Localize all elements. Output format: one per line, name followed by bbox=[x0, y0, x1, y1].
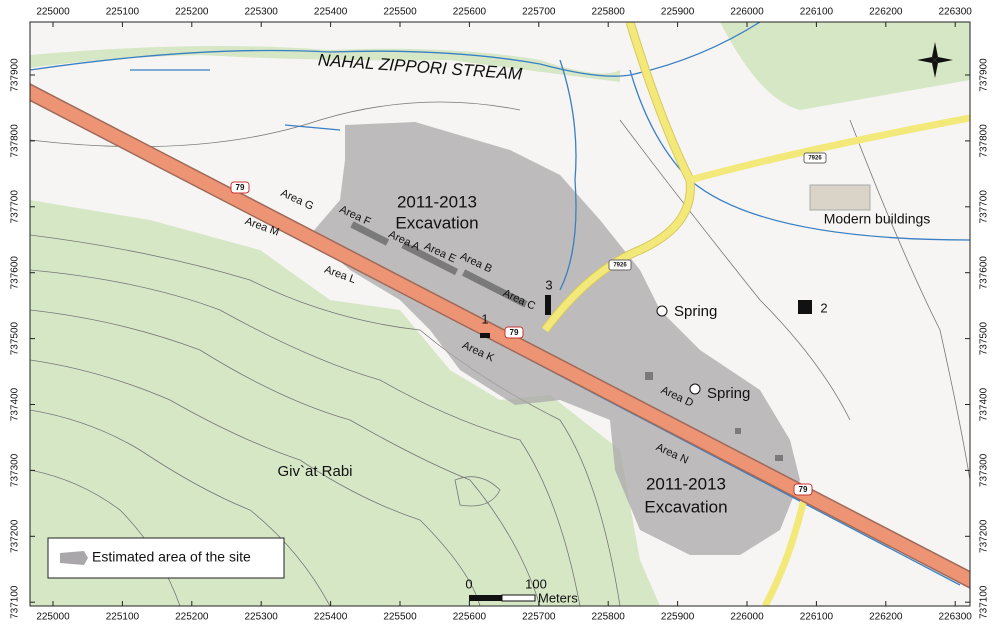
northing-label: 737600 bbox=[979, 256, 990, 290]
easting-label: 225100 bbox=[106, 612, 140, 623]
northing-label: 737200 bbox=[10, 519, 21, 553]
easting-label: 225100 bbox=[106, 7, 140, 18]
spring-marker bbox=[656, 305, 668, 317]
easting-label: 225200 bbox=[175, 7, 209, 18]
excavation-label: Excavation bbox=[395, 213, 478, 232]
scale-label: 0 bbox=[465, 576, 472, 591]
easting-label: 225800 bbox=[592, 612, 626, 623]
northing-label: 737700 bbox=[10, 190, 21, 224]
easting-label: 225600 bbox=[453, 7, 487, 18]
easting-label: 225400 bbox=[314, 612, 348, 623]
easting-label: 226000 bbox=[730, 7, 764, 18]
excavation-label: 2011-2013 bbox=[397, 192, 477, 211]
easting-label: 225000 bbox=[36, 612, 70, 623]
hill-label: Giv`at Rabi bbox=[277, 463, 352, 480]
spring-marker bbox=[689, 383, 701, 395]
northing-label: 737500 bbox=[979, 321, 990, 355]
scale-label: Meters bbox=[538, 590, 578, 605]
easting-label: 225800 bbox=[592, 7, 626, 18]
northing-label: 737100 bbox=[10, 585, 21, 619]
map-frame bbox=[29, 21, 971, 607]
map-body bbox=[30, 22, 970, 606]
northing-label: 737800 bbox=[10, 124, 21, 158]
easting-label: 225500 bbox=[383, 612, 417, 623]
northing-label: 737500 bbox=[10, 321, 21, 355]
buildings bbox=[350, 184, 871, 461]
spring-label: Spring bbox=[707, 385, 750, 402]
easting-label: 226100 bbox=[800, 612, 834, 623]
northing-label: 737300 bbox=[979, 453, 990, 487]
easting-label: 226100 bbox=[800, 7, 834, 18]
road-label: 79 bbox=[510, 328, 519, 337]
road-label: 79 bbox=[236, 183, 245, 192]
forest bbox=[30, 200, 660, 606]
northing-label: 737800 bbox=[979, 124, 990, 158]
point-label: 2 bbox=[820, 300, 827, 315]
easting-label: 226000 bbox=[730, 612, 764, 623]
point-label: 1 bbox=[481, 311, 488, 326]
road-shields: 79 79 79 7926 7926 bbox=[230, 152, 827, 496]
easting-label: 225300 bbox=[245, 7, 279, 18]
northing-label: 737700 bbox=[979, 190, 990, 224]
easting-label: 225900 bbox=[661, 7, 695, 18]
easting-label: 225200 bbox=[175, 612, 209, 623]
northing-label: 737400 bbox=[979, 387, 990, 421]
buildings-label: Modern buildings bbox=[824, 211, 931, 227]
easting-label: 225700 bbox=[522, 612, 556, 623]
north-arrow bbox=[917, 42, 953, 78]
forest bbox=[720, 22, 970, 110]
northing-label: 737900 bbox=[10, 58, 21, 92]
easting-label: 226300 bbox=[939, 612, 973, 623]
northing-label: 737600 bbox=[10, 256, 21, 290]
legend: Estimated area of the site bbox=[47, 537, 285, 579]
coordinates: 225000 225000 225100 225100 225200 225200 2253… bbox=[10, 7, 990, 623]
easting-label: 225600 bbox=[453, 612, 487, 623]
easting-label: 225000 bbox=[36, 7, 70, 18]
easting-label: 225300 bbox=[245, 612, 279, 623]
point-label: 3 bbox=[545, 277, 552, 292]
easting-label: 225900 bbox=[661, 612, 695, 623]
northing-label: 737300 bbox=[10, 453, 21, 487]
easting-label: 226300 bbox=[939, 7, 973, 18]
excavation-label: Excavation bbox=[644, 497, 727, 516]
site-area bbox=[310, 122, 800, 555]
northing-label: 737400 bbox=[10, 387, 21, 421]
spring-label: Spring bbox=[674, 303, 717, 320]
scale-label: 100 bbox=[525, 576, 547, 591]
roads bbox=[30, 22, 970, 606]
easting-label: 225400 bbox=[314, 7, 348, 18]
easting-label: 225700 bbox=[522, 7, 556, 18]
easting-label: 226200 bbox=[869, 7, 903, 18]
northing-label: 737100 bbox=[979, 585, 990, 619]
easting-label: 225500 bbox=[383, 7, 417, 18]
easting-label: 226200 bbox=[869, 612, 903, 623]
northing-label: 737200 bbox=[979, 519, 990, 553]
legend-label: Estimated area of the site bbox=[92, 549, 251, 565]
excavation-label: 2011-2013 bbox=[646, 474, 726, 493]
road-label: 7926 bbox=[613, 263, 627, 269]
road-label: 79 bbox=[799, 485, 808, 494]
scale-bar: 0 100 Meters bbox=[465, 576, 578, 605]
northing-label: 737900 bbox=[979, 58, 990, 92]
road-label: 7926 bbox=[808, 156, 822, 162]
